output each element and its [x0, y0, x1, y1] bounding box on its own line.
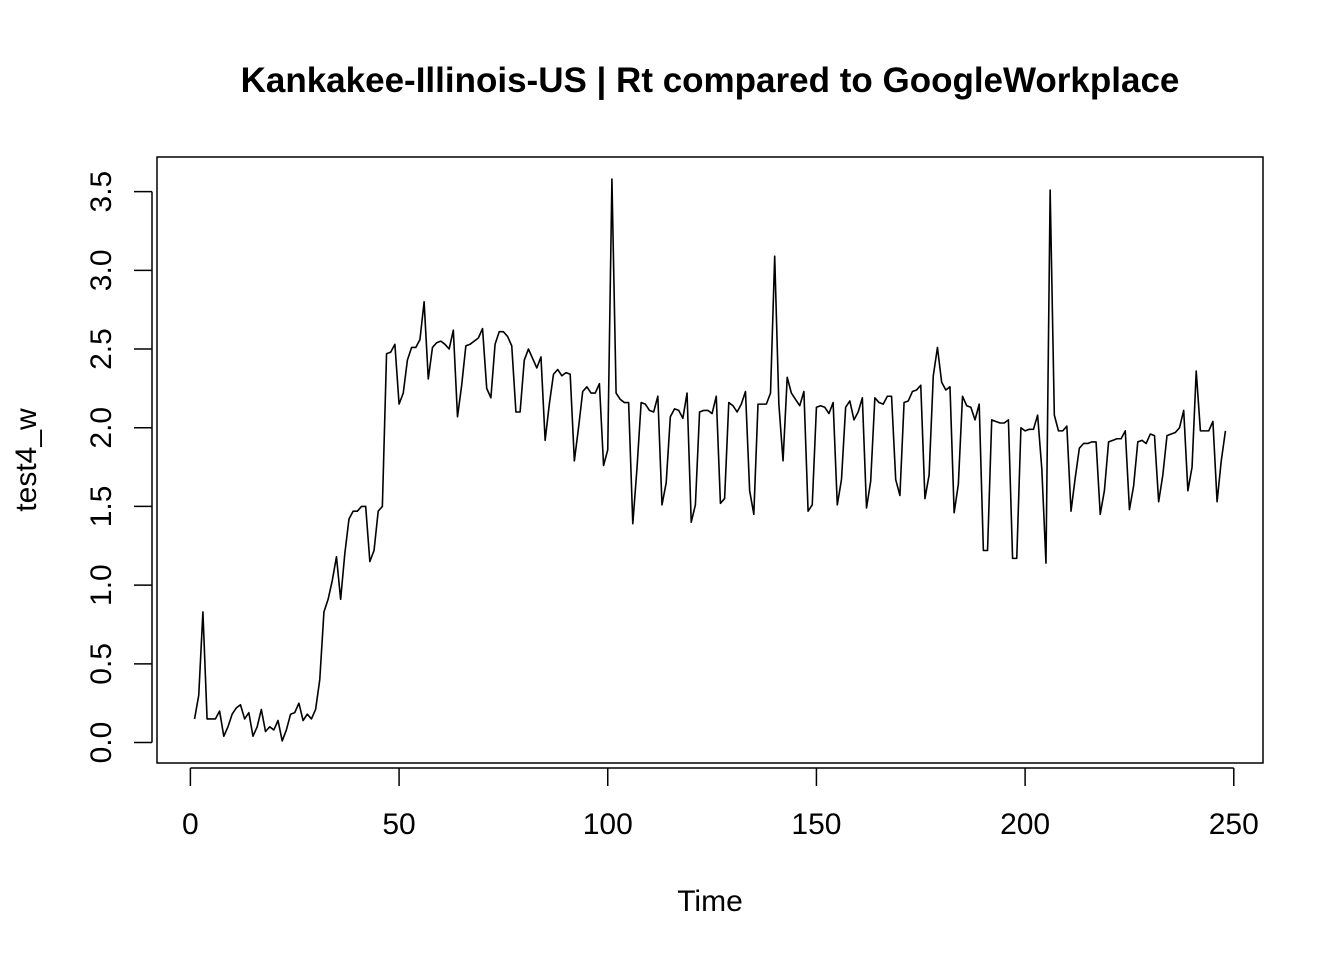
x-axis-title: Time [677, 885, 743, 918]
chart-title: Kankakee-Illinois-US | Rt compared to Go… [241, 61, 1180, 100]
x-tick-label: 200 [1000, 808, 1050, 841]
x-tick-label: 250 [1209, 808, 1259, 841]
x-tick-label: 150 [791, 808, 841, 841]
y-tick-label: 0.5 [85, 643, 118, 685]
series-line [193, 178, 1227, 742]
x-axis: 0 50 100 150 200 250 [182, 767, 1259, 841]
x-tick-label: 50 [382, 808, 415, 841]
plot-frame [156, 156, 1264, 764]
y-tick-label: 2.5 [85, 328, 118, 370]
x-tick-label: 100 [583, 808, 633, 841]
y-tick-label: 3.0 [85, 249, 118, 291]
y-tick-label: 2.0 [85, 407, 118, 449]
y-tick-label: 0.0 [85, 722, 118, 764]
x-tick-label: 0 [182, 808, 199, 841]
y-tick-label: 1.0 [85, 564, 118, 606]
y-axis: 0.0 0.5 1.0 1.5 2.0 2.5 3.0 3.5 [85, 171, 153, 764]
y-tick-label: 1.5 [85, 486, 118, 528]
y-tick-label: 3.5 [85, 171, 118, 213]
y-axis-title: test4_w [10, 408, 43, 512]
